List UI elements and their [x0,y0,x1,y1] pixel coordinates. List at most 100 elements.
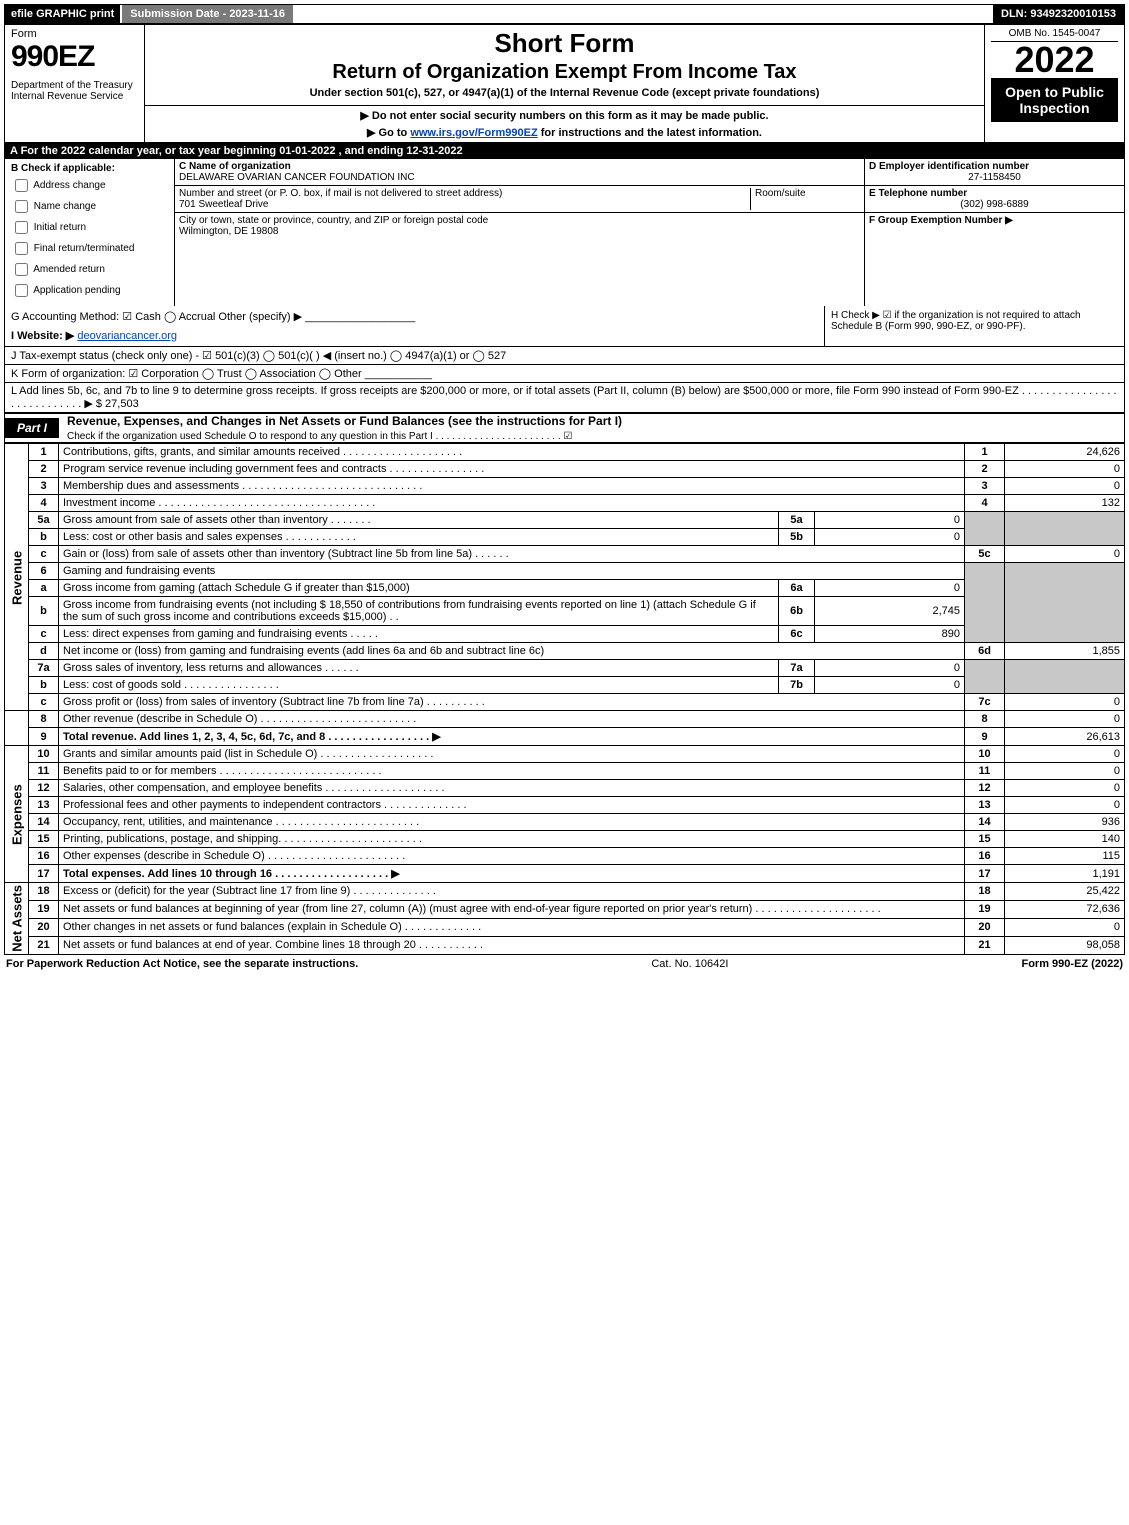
row-l-text: L Add lines 5b, 6c, and 7b to line 9 to … [11,385,1117,410]
top-bar: efile GRAPHIC print Submission Date - 20… [4,4,1125,24]
d-label: D Employer identification number [869,161,1120,172]
line-1-no: 1 [29,444,59,461]
short-form-title: Short Form [151,28,978,59]
line-5c-desc: Gain or (loss) from sale of assets other… [59,546,965,563]
part-1-title: Revenue, Expenses, and Changes in Net As… [67,411,622,431]
line-3-desc: Membership dues and assessments . . . . … [59,478,965,495]
line-1-desc: Contributions, gifts, grants, and simila… [59,444,965,461]
header-under: Under section 501(c), 527, or 4947(a)(1)… [151,87,978,99]
line-6c-desc: Less: direct expenses from gaming and fu… [59,626,779,643]
street-label: Number and street (or P. O. box, if mail… [179,188,502,199]
org-street: 701 Sweetleaf Drive [179,199,269,210]
line-7c-desc: Gross profit or (loss) from sales of inv… [59,694,965,711]
c-label: C Name of organization [179,161,291,172]
chk-application-pending[interactable]: Application pending [11,281,168,300]
chk-application-pending-label: Application pending [33,285,120,296]
line-9-box: 9 [965,728,1005,746]
return-title: Return of Organization Exempt From Incom… [151,61,978,84]
line-10-no: 10 [29,746,59,763]
line-6d-amt: 1,855 [1005,643,1125,660]
dept-treasury: Department of the Treasury [11,80,138,91]
line-20-desc: Other changes in net assets or fund bala… [59,918,965,936]
chk-name-change-label: Name change [34,201,96,212]
line-5c-no: c [29,546,59,563]
line-7a-subamt: 0 [815,660,965,677]
footer-right: Form 990-EZ (2022) [1021,958,1123,970]
line-4-no: 4 [29,495,59,512]
line-6b-subamt: 2,745 [815,597,965,626]
efile-label: efile GRAPHIC print [5,5,120,23]
grey-5 [965,512,1005,546]
line-19-amt: 72,636 [1005,900,1125,918]
row-a-tax-year: A For the 2022 calendar year, or tax yea… [4,143,1125,159]
line-5a-subamt: 0 [815,512,965,529]
line-8-no: 8 [29,711,59,728]
form-word: Form [11,28,138,40]
line-5b-desc: Less: cost or other basis and sales expe… [59,529,779,546]
line-18-box: 18 [965,883,1005,901]
line-12-desc: Salaries, other compensation, and employ… [59,780,965,797]
irs-line: Internal Revenue Service [11,91,138,102]
line-10-box: 10 [965,746,1005,763]
line-6c-subamt: 890 [815,626,965,643]
grey-7 [965,660,1005,694]
line-12-amt: 0 [1005,780,1125,797]
line-12-no: 12 [29,780,59,797]
line-14-amt: 936 [1005,814,1125,831]
line-9-no: 9 [29,728,59,746]
line-13-desc: Professional fees and other payments to … [59,797,965,814]
footer-mid: Cat. No. 10642I [651,958,728,970]
line-5b-no: b [29,529,59,546]
line-13-amt: 0 [1005,797,1125,814]
line-2-box: 2 [965,461,1005,478]
line-17-amt: 1,191 [1005,865,1125,883]
line-6b-sub: 6b [779,597,815,626]
ein-value: 27-1158450 [869,172,1120,183]
chk-name-change[interactable]: Name change [11,197,168,216]
line-7a-sub: 7a [779,660,815,677]
form-number: 990EZ [11,40,138,74]
line-5c-box: 5c [965,546,1005,563]
footer-left: For Paperwork Reduction Act Notice, see … [6,958,358,970]
line-5b-subamt: 0 [815,529,965,546]
website-link[interactable]: deovariancancer.org [77,330,177,342]
chk-amended-return[interactable]: Amended return [11,260,168,279]
netassets-vlabel: Net Assets [5,883,29,955]
line-17-desc: Total expenses. Add lines 10 through 16 … [59,865,965,883]
line-6-desc: Gaming and fundraising events [59,563,965,580]
line-10-amt: 0 [1005,746,1125,763]
line-18-no: 18 [29,883,59,901]
line-2-no: 2 [29,461,59,478]
chk-address-change[interactable]: Address change [11,176,168,195]
section-b: B Check if applicable: Address change Na… [5,159,175,306]
section-c: C Name of organization DELAWARE OVARIAN … [175,159,864,306]
line-7c-amt: 0 [1005,694,1125,711]
line-19-box: 19 [965,900,1005,918]
line-12-box: 12 [965,780,1005,797]
line-6c-sub: 6c [779,626,815,643]
main-financial-table: Revenue 1 Contributions, gifts, grants, … [4,443,1125,955]
line-10-desc: Grants and similar amounts paid (list in… [59,746,965,763]
grey-6b [1005,563,1125,643]
line-11-amt: 0 [1005,763,1125,780]
chk-final-return-label: Final return/terminated [34,243,135,254]
row-g: G Accounting Method: ☑ Cash ◯ Accrual Ot… [11,310,818,323]
line-4-amt: 132 [1005,495,1125,512]
line-15-amt: 140 [1005,831,1125,848]
part-1-header: Part I Revenue, Expenses, and Changes in… [4,413,1125,443]
line-7c-no: c [29,694,59,711]
line-3-box: 3 [965,478,1005,495]
chk-final-return[interactable]: Final return/terminated [11,239,168,258]
line-15-box: 15 [965,831,1005,848]
line-3-no: 3 [29,478,59,495]
line-11-desc: Benefits paid to or for members . . . . … [59,763,965,780]
line-9-desc: Total revenue. Add lines 1, 2, 3, 4, 5c,… [59,728,965,746]
irs-link[interactable]: www.irs.gov/Form990EZ [410,127,537,139]
chk-address-change-label: Address change [33,180,105,191]
room-suite-label: Room/suite [750,188,860,210]
chk-initial-return[interactable]: Initial return [11,218,168,237]
line-16-desc: Other expenses (describe in Schedule O) … [59,848,965,865]
line-16-no: 16 [29,848,59,865]
row-k: K Form of organization: ☑ Corporation ◯ … [4,365,1125,383]
line-20-box: 20 [965,918,1005,936]
